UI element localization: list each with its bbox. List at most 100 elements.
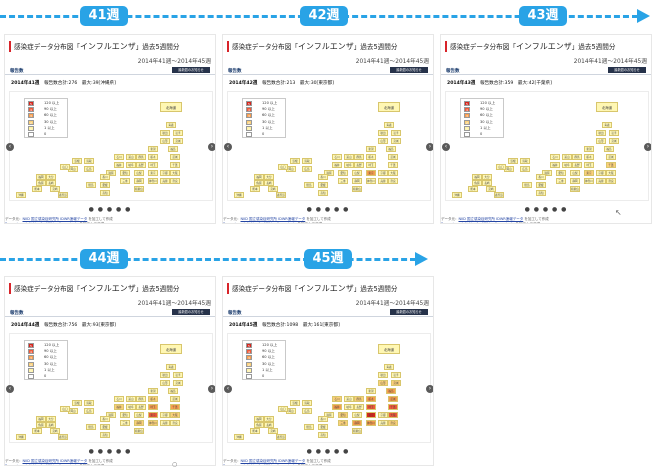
prefecture-tile[interactable]: 富山 [126,396,136,402]
prefecture-tile[interactable]: 高知 [100,432,110,438]
prefecture-tile[interactable]: 鳥取 [84,158,94,164]
source-link-niid[interactable]: NIID 国立感染症研究所 IDWR速報データ [22,459,88,463]
prefecture-tile[interactable]: 福井 [550,162,560,168]
prefecture-tile[interactable]: 佐賀 [472,180,482,186]
prefecture-tile-okinawa[interactable]: 沖縄 [234,434,244,440]
source-link-wikipedia[interactable]: Page view statistics for Wikipedia proje… [5,221,79,224]
carousel-page-dots[interactable]: ● ● ● ● ● [306,448,350,455]
prefecture-tile[interactable]: 広島 [520,166,530,172]
prefecture-tile[interactable]: 三重 [120,420,130,426]
prefecture-tile[interactable]: 福岡 [36,174,46,180]
prefecture-tile[interactable]: 滋賀 [106,412,116,418]
prefecture-tile[interactable]: 長野 [572,162,582,168]
prefecture-tile[interactable]: 神奈川 [366,420,376,426]
prefecture-tile[interactable]: 佐賀 [254,422,264,428]
prefecture-tile[interactable]: 鹿児島 [276,192,286,198]
prefecture-tile[interactable]: 石川 [332,154,342,160]
prefecture-tile-okinawa[interactable]: 沖縄 [234,192,244,198]
prefecture-tile[interactable]: 岩手 [609,130,619,136]
prefecture-tile[interactable]: 熊本 [468,186,478,192]
prefecture-tile[interactable]: 神奈川 [148,178,158,184]
prefecture-tile[interactable]: 秋田 [596,130,606,136]
prefecture-tile[interactable]: 静岡 [134,420,144,426]
prefecture-tile-okinawa[interactable]: 沖縄 [16,434,26,440]
prefecture-tile[interactable]: 滋賀 [542,170,552,176]
prefecture-tile[interactable]: 栃木 [366,396,376,402]
prefecture-tile[interactable]: 山形 [378,380,388,386]
prefecture-tile[interactable]: 鳥取 [520,158,530,164]
prefecture-tile-hokkaido[interactable]: 北海道 [160,344,182,354]
carousel-page-dots[interactable]: ● ● ● ● ● [524,206,568,213]
prefecture-tile[interactable]: 長野 [354,162,364,168]
prefecture-tile[interactable]: 奈良 [170,420,180,426]
prefecture-tile[interactable]: 島根 [290,400,300,406]
previous-week-arrow-icon[interactable]: ‹ [224,143,232,151]
prefecture-tile[interactable]: 福岡 [254,174,264,180]
prefecture-tile[interactable]: 熊本 [32,186,42,192]
prefecture-tile[interactable]: 埼玉 [148,404,158,410]
source-link-niid[interactable]: NIID 国立感染症研究所 IDWR速報データ [240,217,306,221]
prefecture-tile[interactable]: 東京 [366,412,376,418]
source-link-niid[interactable]: NIID 国立感染症研究所 IDWR速報データ [458,217,524,221]
prefecture-tile[interactable]: 宮城 [173,138,183,144]
prefecture-tile[interactable]: 長野 [136,162,146,168]
prefecture-tile[interactable]: 京都 [160,170,170,176]
prefecture-tile[interactable]: 大阪 [388,170,398,176]
prefecture-tile[interactable]: 福島 [168,388,178,394]
prefecture-tile[interactable]: 茨城 [388,396,398,402]
carousel-page-dots[interactable]: ● ● ● ● ● [88,448,132,455]
prefecture-tile[interactable]: 青森 [166,364,176,370]
prefecture-tile[interactable]: 長野 [136,404,146,410]
prefecture-tile[interactable]: 香川 [318,174,328,180]
prefecture-tile[interactable]: 兵庫 [378,178,388,184]
prefecture-tile[interactable]: 群馬 [136,154,146,160]
previous-week-arrow-icon[interactable]: ‹ [224,385,232,393]
source-link-wikipedia[interactable]: Page view statistics for Wikipedia proje… [223,463,297,466]
prefecture-tile[interactable]: 長崎 [264,180,274,186]
prefecture-tile[interactable]: 東京 [148,170,158,176]
source-link-wikipedia[interactable]: Page view statistics for Wikipedia proje… [5,463,79,466]
prefecture-tile[interactable]: 滋賀 [324,412,334,418]
prefecture-tile[interactable]: 長崎 [264,422,274,428]
prefecture-tile[interactable]: 宮崎 [268,428,278,434]
prefecture-tile[interactable]: 秋田 [378,130,388,136]
prefecture-tile[interactable]: 大阪 [388,412,398,418]
prefecture-tile[interactable]: 福井 [332,162,342,168]
carousel-page-dots[interactable]: ● ● ● ● ● [88,206,132,213]
previous-week-arrow-icon[interactable]: ‹ [6,385,14,393]
prefecture-tile[interactable]: 福島 [386,146,396,152]
prefecture-tile[interactable]: 福岡 [254,416,264,422]
prefecture-tile[interactable]: 青森 [166,122,176,128]
prefecture-tile-hokkaido[interactable]: 北海道 [378,344,400,354]
prefecture-tile[interactable]: 山口 [60,164,70,170]
tab-reports[interactable]: 報告数 [10,69,24,74]
prefecture-tile[interactable]: 鹿児島 [494,192,504,198]
prefecture-tile[interactable]: 佐賀 [36,180,46,186]
prefecture-tile[interactable]: 高知 [100,190,110,196]
prefecture-tile[interactable]: 広島 [302,408,312,414]
prefecture-tile[interactable]: 富山 [344,396,354,402]
prefecture-tile[interactable]: 群馬 [136,396,146,402]
prefecture-tile[interactable]: 山梨 [134,170,144,176]
prefecture-tile[interactable]: 宮崎 [268,186,278,192]
prefecture-tile[interactable]: 群馬 [354,154,364,160]
prefecture-tile[interactable]: 秋田 [160,372,170,378]
prefecture-tile[interactable]: 愛知 [120,170,130,176]
prefecture-tile[interactable]: 愛知 [338,412,348,418]
prefecture-tile[interactable]: 鹿児島 [58,192,68,198]
latest-week-news-button[interactable]: 最新週のお知らせ [172,309,210,315]
next-week-arrow-icon[interactable]: › [208,143,215,151]
prefecture-tile[interactable]: 愛知 [338,170,348,176]
prefecture-tile[interactable]: 愛媛 [536,182,546,188]
prefecture-tile-okinawa[interactable]: 沖縄 [452,192,462,198]
prefecture-tile[interactable]: 大分 [46,416,56,422]
prefecture-tile[interactable]: 大阪 [170,170,180,176]
prefecture-tile[interactable]: 岩手 [173,130,183,136]
prefecture-tile[interactable]: 宮城 [391,380,401,386]
tab-reports[interactable]: 報告数 [228,311,242,316]
prefecture-tile[interactable]: 福岡 [472,174,482,180]
prefecture-tile[interactable]: 石川 [114,396,124,402]
prefecture-tile[interactable]: 秋田 [378,372,388,378]
prefecture-tile[interactable]: 山口 [278,406,288,412]
prefecture-tile[interactable]: 岩手 [391,130,401,136]
